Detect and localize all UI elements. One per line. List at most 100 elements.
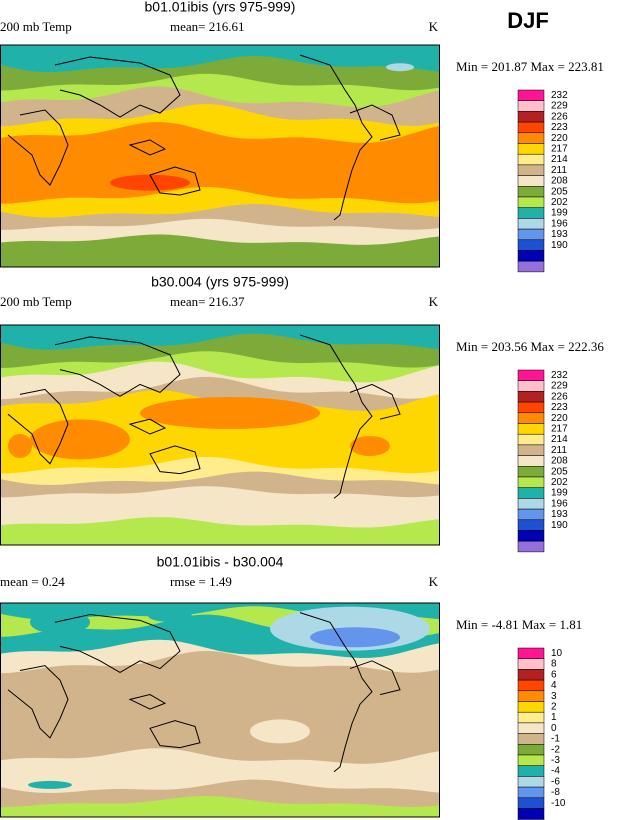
temperature-region	[350, 436, 390, 456]
colorbar-label: 223	[551, 402, 568, 413]
colorbar-label: 229	[551, 381, 568, 392]
colorbar-label: 232	[551, 90, 568, 101]
temperature-region	[148, 609, 192, 622]
colorbar-box	[517, 690, 545, 702]
temperature-region	[8, 434, 32, 458]
colorbar-label: 226	[551, 391, 568, 402]
colorbar-label: 211	[551, 445, 567, 456]
temperature-region	[110, 174, 190, 191]
colorbar-label: 217	[551, 143, 568, 154]
colorbar-label: 199	[551, 488, 568, 499]
colorbar-box	[517, 508, 545, 521]
colorbar-box	[517, 487, 545, 499]
colorbar-box	[517, 239, 545, 251]
colorbar-box	[517, 733, 545, 745]
colorbar-box	[517, 701, 545, 713]
colorbar-label: 211	[551, 165, 567, 176]
temperature-region	[310, 627, 400, 648]
colorbar-label: -1	[551, 734, 560, 745]
panel-label-left: 200 mb Temp	[0, 19, 72, 34]
panel-title: b01.01ibis - b30.004	[157, 554, 284, 570]
panel-title: b30.004 (yrs 975-999)	[151, 274, 289, 290]
colorbar-label: 190	[551, 520, 568, 531]
colorbar-box	[517, 196, 545, 208]
temperature-region	[386, 63, 414, 72]
colorbar-label: 193	[551, 509, 568, 520]
colorbar-label: 0	[551, 723, 557, 734]
colorbar-box	[517, 250, 545, 262]
colorbar-label: 220	[551, 133, 568, 144]
colorbar-box	[517, 89, 545, 101]
colorbar-label: 10	[551, 648, 563, 659]
colorbar-label: -8	[551, 787, 560, 798]
map	[0, 602, 440, 818]
season-label: DJF	[507, 8, 549, 33]
colorbar-label: 217	[551, 423, 568, 434]
colorbar-box	[517, 186, 545, 198]
colorbar-box	[517, 540, 545, 553]
colorbar-box	[517, 808, 545, 820]
colorbar-box	[517, 218, 545, 230]
colorbar-box	[517, 754, 545, 766]
coastline	[128, 694, 167, 710]
colorbar-box	[517, 153, 545, 166]
colorbar-label: 199	[551, 208, 568, 219]
colorbar-box	[517, 498, 545, 510]
colorbar-box	[517, 455, 545, 467]
panel-label-left: mean = 0.24	[0, 574, 65, 589]
min-max: Min = -4.81 Max = 1.81	[456, 617, 582, 632]
colorbar-label: -3	[551, 755, 560, 766]
colorbar-box	[517, 100, 545, 112]
colorbar-box	[517, 401, 545, 414]
map-border	[0, 602, 440, 818]
coastline	[128, 418, 167, 435]
coastline	[149, 166, 201, 196]
colorbar-label: -10	[551, 798, 566, 809]
colorbar-box	[517, 433, 545, 446]
colorbar-label: -2	[551, 744, 560, 755]
colorbar-label: 220	[551, 413, 568, 424]
colorbar-label: 208	[551, 456, 568, 467]
colorbar-box	[517, 423, 545, 435]
colorbar-box	[517, 744, 545, 756]
temperature-region	[140, 397, 320, 429]
colorbar-label: -4	[551, 766, 560, 777]
panel-units: K	[429, 19, 439, 34]
colorbar-box	[517, 519, 545, 531]
coastline	[299, 612, 373, 773]
coastline	[349, 383, 401, 420]
colorbar-label: 205	[551, 466, 568, 477]
colorbar-label: 4	[551, 680, 557, 691]
colorbar-box	[517, 658, 545, 670]
colorbar-box	[517, 786, 545, 799]
colorbar-label: 226	[551, 111, 568, 122]
colorbar-box	[517, 391, 545, 403]
colorbar-label: 232	[551, 370, 568, 381]
min-max: Min = 203.56 Max = 222.36	[456, 339, 604, 354]
colorbar-box	[517, 444, 545, 456]
colorbar-label: 193	[551, 229, 568, 240]
temperature-region	[28, 780, 72, 789]
colorbar-label: 3	[551, 691, 557, 702]
coastline	[7, 109, 69, 186]
map	[0, 324, 440, 546]
colorbar-label: 1	[551, 712, 557, 723]
colorbar-box	[517, 175, 545, 187]
map-fill	[0, 325, 440, 545]
colorbar-box	[517, 369, 545, 381]
colorbar-label: 223	[551, 122, 568, 133]
coastline	[149, 720, 201, 749]
colorbar-box	[517, 711, 545, 724]
panel-label-left: 200 mb Temp	[0, 294, 72, 309]
colorbar-box	[517, 476, 545, 488]
colorbar-label: 196	[551, 218, 568, 229]
colorbar-box	[517, 776, 545, 788]
panel-units: K	[429, 294, 439, 309]
coastline	[299, 54, 373, 221]
coastline	[7, 388, 69, 465]
colorbar-box	[517, 647, 545, 659]
map-fill	[0, 603, 440, 817]
colorbar-box	[517, 679, 545, 692]
colorbar-label: 208	[551, 176, 568, 187]
colorbar-label: -6	[551, 776, 560, 787]
